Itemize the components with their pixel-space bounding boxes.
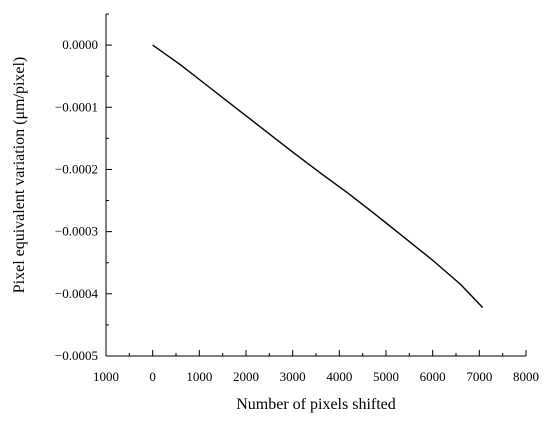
y-tick-label: −0.0002 — [55, 161, 98, 176]
x-tick-label: 2000 — [233, 369, 259, 384]
x-tick-label: 4000 — [326, 369, 352, 384]
y-tick-label: −0.0005 — [55, 348, 98, 363]
plot-frame — [105, 14, 526, 357]
y-axis-title: Pixel equivalent variation (μm/pixel) — [11, 57, 28, 294]
y-axis-ticks: 0.0000 −0.0001 −0.0002 −0.0003 −0.0004 −0.000… — [55, 13, 112, 363]
y-tick-label: −0.0004 — [55, 286, 99, 301]
x-tick-label: 8000 — [513, 369, 539, 384]
x-tick-label: 0 — [149, 369, 156, 384]
y-tick-label: −0.0003 — [55, 224, 98, 239]
series-line — [152, 44, 484, 308]
x-tick-label: 1000 — [186, 369, 212, 384]
x-tick-label: 6000 — [420, 369, 446, 384]
y-tick-label: 0.0000 — [62, 37, 98, 52]
x-axis-title: Number of pixels shifted — [236, 396, 396, 413]
y-tick-label: −0.0001 — [55, 99, 98, 114]
x-tick-label: 7000 — [466, 369, 492, 384]
x-tick-label: 1000 — [93, 369, 119, 384]
x-tick-label: 5000 — [373, 369, 399, 384]
x-tick-label: 3000 — [280, 369, 306, 384]
x-axis-ticks: 1000 0 1000 2000 3000 4000 5000 6000 7000 8000 — [93, 350, 539, 384]
